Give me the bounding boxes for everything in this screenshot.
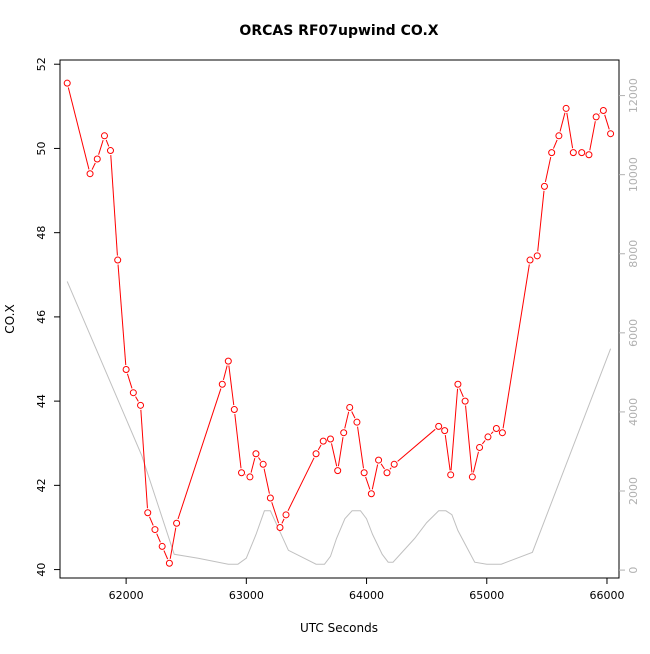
co-point (277, 524, 283, 530)
co-point (448, 472, 454, 478)
y2-tick-label: 6000 (627, 319, 640, 347)
y2-tick-label: 0 (627, 567, 640, 574)
co-point (384, 470, 390, 476)
y-tick-label: 50 (35, 141, 48, 155)
co-point (442, 428, 448, 434)
co-point (499, 430, 505, 436)
co-point (541, 183, 547, 189)
co-point (341, 430, 347, 436)
co-point (354, 419, 360, 425)
y-tick-label: 46 (35, 310, 48, 324)
co-point (391, 461, 397, 467)
co-point (267, 495, 273, 501)
x-tick-label: 63000 (229, 589, 264, 602)
co-point (593, 114, 599, 120)
co-point (469, 474, 475, 480)
y-tick-label: 48 (35, 226, 48, 240)
y-tick-label: 44 (35, 394, 48, 408)
co-point (361, 470, 367, 476)
x-tick-label: 66000 (589, 589, 624, 602)
co-point (549, 150, 555, 156)
co-point (556, 133, 562, 139)
co-point (283, 512, 289, 518)
co-point (166, 560, 172, 566)
co-point (493, 425, 499, 431)
co-point (87, 171, 93, 177)
co-point (600, 108, 606, 114)
co-point (579, 150, 585, 156)
y-tick-label: 42 (35, 478, 48, 492)
co-point (94, 156, 100, 162)
y-tick-label: 52 (35, 57, 48, 71)
y2-tick-label: 8000 (627, 240, 640, 268)
co-point (455, 381, 461, 387)
co-point (462, 398, 468, 404)
co-point (570, 150, 576, 156)
co-point (253, 451, 259, 457)
co-point (313, 451, 319, 457)
co-point (527, 257, 533, 263)
co-point (247, 474, 253, 480)
co-point (174, 520, 180, 526)
co-point (115, 257, 121, 263)
x-axis-label: UTC Seconds (300, 621, 378, 635)
co-point (347, 404, 353, 410)
co-point (107, 148, 113, 154)
co-point (239, 470, 245, 476)
co-point (485, 434, 491, 440)
co-point (608, 131, 614, 137)
co-point (138, 402, 144, 408)
co-point (159, 543, 165, 549)
co-point (335, 468, 341, 474)
co-point (130, 390, 136, 396)
x-tick-label: 64000 (349, 589, 384, 602)
x-tick-label: 62000 (109, 589, 144, 602)
co-point (152, 527, 158, 533)
y2-tick-label: 4000 (627, 398, 640, 426)
y2-tick-label: 2000 (627, 477, 640, 505)
co-point (327, 436, 333, 442)
co-point (320, 438, 326, 444)
co-point (101, 133, 107, 139)
co-point (64, 80, 70, 86)
co-point (123, 367, 129, 373)
co-point (586, 152, 592, 158)
co-point (534, 253, 540, 259)
co-point (376, 457, 382, 463)
x-tick-label: 65000 (469, 589, 504, 602)
co-point (436, 423, 442, 429)
co-point (260, 461, 266, 467)
co-point (563, 105, 569, 111)
co-point (219, 381, 225, 387)
y-tick-label: 40 (35, 563, 48, 577)
y-axis-label: CO.X (3, 304, 17, 333)
y2-tick-label: 12000 (627, 78, 640, 113)
chart-title: ORCAS RF07upwind CO.X (239, 23, 438, 39)
co-point (225, 358, 231, 364)
co-point (368, 491, 374, 497)
co-point (477, 444, 483, 450)
co-point (145, 510, 151, 516)
y2-tick-label: 10000 (627, 157, 640, 192)
co-point (231, 407, 237, 413)
